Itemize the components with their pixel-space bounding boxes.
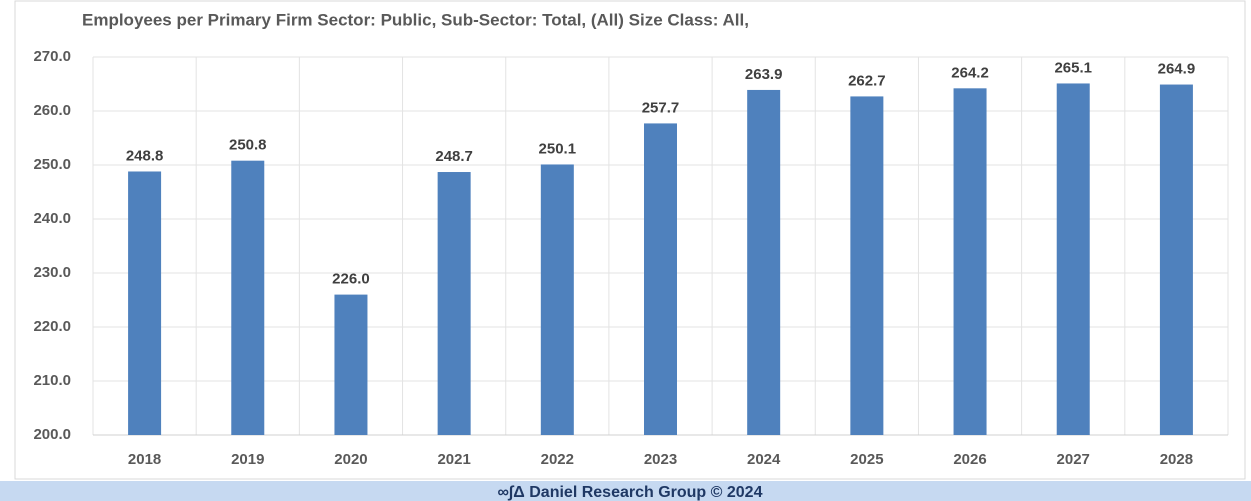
y-tick-label: 240.0	[33, 210, 71, 227]
x-tick-label: 2020	[334, 451, 367, 468]
bar	[540, 164, 574, 435]
bar	[334, 294, 368, 435]
data-label: 248.7	[435, 148, 473, 165]
x-tick-label: 2027	[1057, 451, 1090, 468]
x-tick-label: 2022	[541, 451, 574, 468]
x-tick-label: 2026	[953, 451, 986, 468]
x-tick-label: 2024	[747, 451, 781, 468]
bar	[850, 96, 884, 436]
data-label: 250.1	[539, 140, 577, 157]
x-tick-label: 2018	[128, 451, 161, 468]
y-tick-label: 220.0	[33, 318, 71, 335]
bar	[747, 89, 781, 435]
data-label: 265.1	[1054, 59, 1092, 76]
y-tick-label: 260.0	[33, 102, 71, 119]
x-tick-label: 2021	[437, 451, 470, 468]
y-tick-label: 200.0	[33, 426, 71, 443]
data-label: 264.2	[951, 64, 989, 81]
x-tick-label: 2028	[1160, 451, 1193, 468]
data-label: 226.0	[332, 271, 370, 288]
data-label: 264.9	[1158, 61, 1196, 78]
footer-band	[0, 481, 1251, 501]
data-label: 248.8	[126, 147, 164, 164]
bar	[231, 160, 265, 435]
data-label: 257.7	[642, 99, 680, 116]
y-tick-label: 270.0	[33, 48, 71, 65]
chart-title: Employees per Primary Firm Sector: Publi…	[82, 10, 749, 29]
x-tick-label: 2025	[850, 451, 883, 468]
data-label: 250.8	[229, 137, 267, 154]
bar	[437, 172, 471, 435]
footer: ∞∫Δ Daniel Research Group © 2024	[498, 484, 763, 501]
bar	[953, 88, 987, 435]
y-tick-label: 250.0	[33, 156, 71, 173]
x-tick-label: 2023	[644, 451, 677, 468]
chart-frame	[14, 0, 1246, 480]
data-label: 262.7	[848, 72, 886, 89]
y-tick-label: 230.0	[33, 264, 71, 281]
data-label: 263.9	[745, 66, 783, 83]
x-tick-label: 2019	[231, 451, 264, 468]
bar	[644, 123, 677, 436]
bar	[128, 171, 162, 436]
y-tick-label: 210.0	[33, 372, 71, 389]
bar	[1159, 84, 1193, 435]
bar	[1056, 83, 1090, 436]
